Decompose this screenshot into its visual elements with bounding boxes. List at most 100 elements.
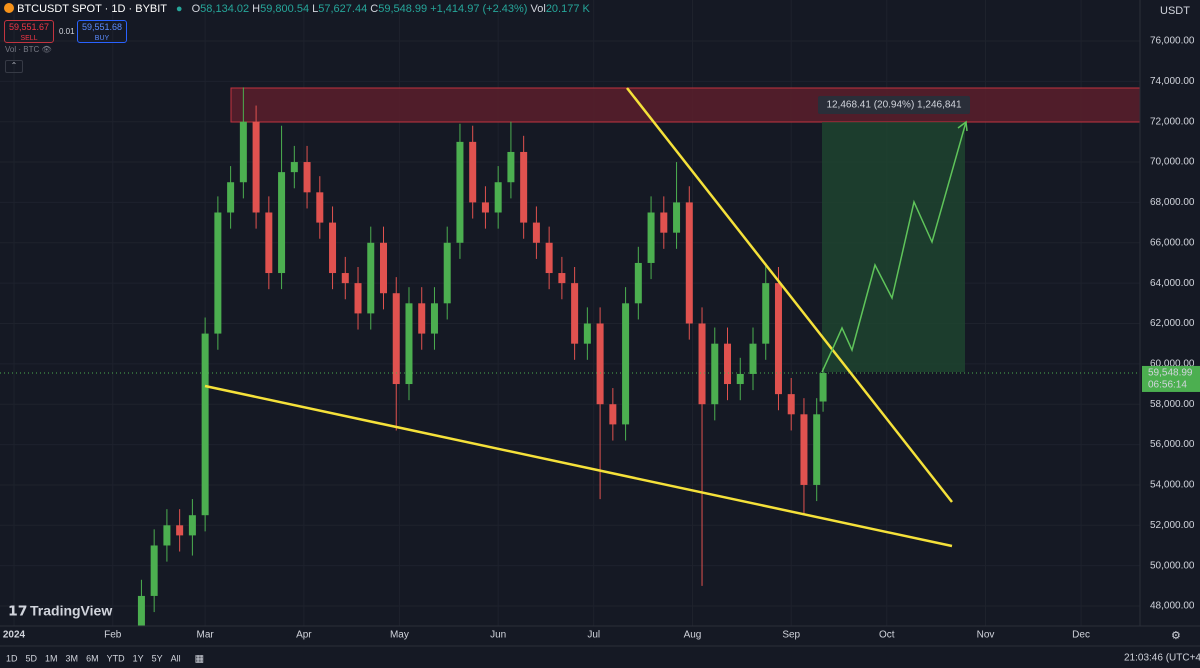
candle-body xyxy=(201,333,209,516)
clock: 21:03:46 (UTC+4) xyxy=(1124,653,1200,664)
range-button[interactable]: YTD xyxy=(107,653,126,663)
volume-legend: Vol · BTC 👁 xyxy=(5,45,52,54)
candle-body xyxy=(137,595,145,627)
vol: 20.177 K xyxy=(545,3,590,15)
candle-body xyxy=(532,222,540,243)
y-tick-label: 74,000.00 xyxy=(1150,76,1195,87)
symbol[interactable]: BTCUSDT SPOT · 1D · BYBIT xyxy=(17,3,167,15)
candle-body xyxy=(507,151,515,183)
candle-body xyxy=(367,242,375,314)
x-tick-label: Dec xyxy=(1072,630,1090,641)
projection-arrow xyxy=(957,120,968,132)
ohlc-h-label: H xyxy=(252,3,261,15)
brand: TradingView xyxy=(30,603,112,619)
countdown: 06:56:14 xyxy=(1148,380,1187,391)
range-button[interactable]: 1M xyxy=(45,653,58,663)
y-tick-label: 58,000.00 xyxy=(1150,399,1195,410)
axes: 48,000.00 50,000.00 52,000.00 54,000.00 56,0… xyxy=(0,36,1200,641)
ohlc-c-label: C xyxy=(370,3,379,15)
ohlc-o-label: O xyxy=(191,3,201,15)
candle-body xyxy=(354,283,362,314)
candle-body xyxy=(711,343,719,405)
range-button[interactable]: 5D xyxy=(26,653,38,663)
candle-body xyxy=(341,273,349,284)
candle-body xyxy=(418,303,426,334)
settings-icon[interactable]: ⚙ xyxy=(1171,630,1181,642)
ohlc-l-label: L xyxy=(312,3,319,15)
range-button[interactable]: 5Y xyxy=(152,653,163,663)
upper-trendline xyxy=(626,87,953,503)
candle-body xyxy=(545,242,553,274)
candle-body xyxy=(469,141,477,203)
candle-body xyxy=(647,212,655,263)
candle-body xyxy=(787,394,795,415)
candle-body xyxy=(609,404,617,425)
sell-label: SELL xyxy=(20,35,38,42)
range-button[interactable]: 1D xyxy=(6,653,18,663)
ohlc-o: 58,134.02 xyxy=(200,3,250,15)
candle-body xyxy=(176,525,184,536)
candle-body xyxy=(188,515,196,536)
candle-body xyxy=(819,372,827,402)
y-tick-label: 62,000.00 xyxy=(1150,318,1195,329)
ohlc-c: 59,548.99 xyxy=(378,3,428,15)
sell-button[interactable]: 59,551.67 SELL xyxy=(4,20,54,43)
status-dot: ● xyxy=(175,3,183,15)
x-tick-label: Nov xyxy=(977,630,995,641)
candle-body xyxy=(481,202,489,213)
candle-body xyxy=(685,202,693,324)
candle-body xyxy=(430,303,438,334)
range-button[interactable]: 6M xyxy=(86,653,99,663)
brand-logo: 𝟭𝟳 xyxy=(8,603,27,619)
collapse-button[interactable]: ⌃ xyxy=(5,60,23,73)
candle-body xyxy=(214,212,222,334)
candle-body xyxy=(405,303,413,385)
y-tick-label: 52,000.00 xyxy=(1150,520,1195,531)
header: BTCUSDT SPOT · 1D · BYBIT ● O58,134.02 H… xyxy=(4,3,590,15)
candle-body xyxy=(634,262,642,304)
candle-body xyxy=(736,373,744,385)
candle-body xyxy=(494,182,502,213)
candle-body xyxy=(163,525,171,546)
range-button[interactable]: 3M xyxy=(66,653,79,663)
buy-button[interactable]: 59,551.68 BUY xyxy=(77,20,127,43)
candle-body xyxy=(316,192,324,223)
calendar-icon[interactable]: ▦ xyxy=(195,654,204,665)
candle-body xyxy=(724,343,732,385)
symbol-icon xyxy=(4,3,14,13)
x-tick-label: Oct xyxy=(879,630,895,641)
candle-body xyxy=(443,242,451,304)
time-axis xyxy=(0,626,1200,668)
last-price-label: 59,548.99 xyxy=(1148,368,1193,379)
candle-body xyxy=(698,323,706,405)
y-tick-label: 68,000.00 xyxy=(1150,197,1195,208)
candle-body xyxy=(762,283,770,344)
x-tick-label: Jul xyxy=(587,630,600,641)
sell-price: 59,551.67 xyxy=(8,22,50,32)
y-tick-label: 50,000.00 xyxy=(1150,560,1195,571)
y-tick-label: 72,000.00 xyxy=(1150,116,1195,127)
candle-body xyxy=(329,222,337,274)
candle-body xyxy=(571,283,579,344)
candle-body xyxy=(583,323,591,344)
measure-label: 12,468.41 (20.94%) 1,246,841 xyxy=(826,100,962,111)
y-tick-label: 56,000.00 xyxy=(1150,439,1195,450)
candle-body xyxy=(252,121,260,213)
candle-body xyxy=(150,545,158,596)
candle-body xyxy=(520,151,528,223)
x-tick-label: Apr xyxy=(296,630,312,641)
range-button[interactable]: 1Y xyxy=(133,653,144,663)
x-tick-label: Mar xyxy=(197,630,215,641)
candle-body xyxy=(380,242,388,294)
change: +1,414.97 (+2.43%) xyxy=(430,3,528,15)
candle-body xyxy=(239,121,247,183)
y-tick-label: 76,000.00 xyxy=(1150,36,1195,47)
resistance-zone xyxy=(230,87,1141,123)
currency: USDT xyxy=(1160,5,1190,17)
candle-body xyxy=(660,212,668,233)
vol-label: Vol xyxy=(530,3,546,15)
range-button[interactable]: All xyxy=(171,653,181,663)
candle-body xyxy=(749,343,757,374)
